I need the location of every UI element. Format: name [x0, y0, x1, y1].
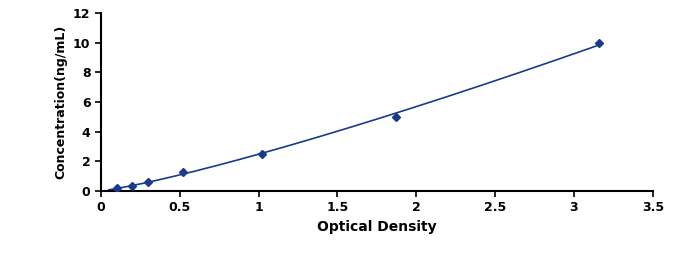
- Y-axis label: Concentration(ng/mL): Concentration(ng/mL): [55, 25, 67, 179]
- X-axis label: Optical Density: Optical Density: [317, 220, 437, 234]
